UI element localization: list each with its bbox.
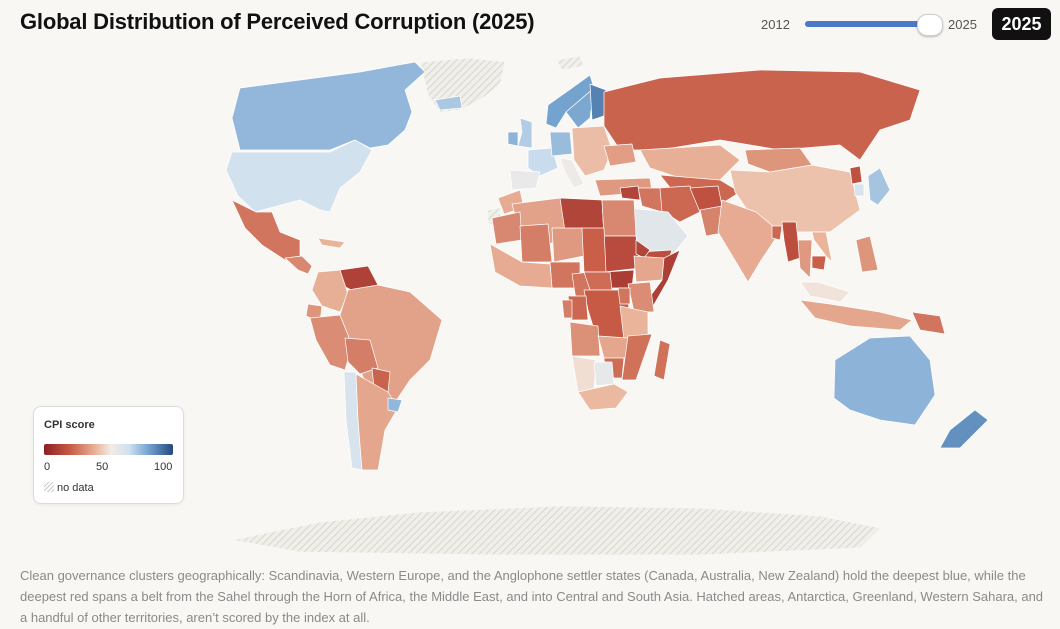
region-botswana[interactable]: [593, 361, 615, 387]
hatch-icon: [44, 482, 54, 492]
region-indonesia[interactable]: [799, 299, 913, 331]
region-india[interactable]: [717, 199, 781, 283]
region-bangladesh[interactable]: [771, 225, 783, 241]
legend-no-data: no data: [44, 482, 94, 494]
region-new-zealand[interactable]: [939, 409, 989, 449]
page-title: Global Distribution of Perceived Corrupt…: [20, 9, 535, 34]
region-russia[interactable]: [603, 69, 921, 161]
region-mali[interactable]: [519, 223, 553, 263]
region-iraq[interactable]: [637, 187, 663, 213]
slider-fill: [805, 21, 929, 27]
region-philippines[interactable]: [855, 235, 879, 273]
region-finland[interactable]: [589, 83, 607, 121]
region-cambodia[interactable]: [811, 255, 827, 271]
legend-tick-0: 0: [44, 461, 51, 473]
year-slider[interactable]: [805, 14, 943, 36]
region-italy[interactable]: [559, 157, 585, 189]
region-thailand[interactable]: [797, 239, 813, 279]
region-sweden[interactable]: [565, 87, 595, 129]
region-chad[interactable]: [581, 227, 607, 273]
region-south-korea[interactable]: [853, 183, 865, 197]
region-kazakhstan[interactable]: [639, 144, 741, 181]
region-ethiopia[interactable]: [633, 255, 665, 283]
region-greenland: [419, 57, 506, 113]
region-malaysia[interactable]: [799, 281, 851, 303]
legend-color-scale: [44, 444, 173, 455]
region-china[interactable]: [729, 164, 861, 233]
selected-year-badge: 2025: [992, 8, 1051, 40]
legend-no-data-label: no data: [57, 482, 94, 494]
region-united-kingdom[interactable]: [517, 117, 533, 149]
region-colombia[interactable]: [311, 269, 349, 313]
region-ukraine[interactable]: [603, 143, 637, 167]
legend-title: CPI score: [44, 419, 95, 431]
region-mexico[interactable]: [231, 199, 301, 261]
legend-tick-100: 100: [154, 461, 173, 473]
region-japan[interactable]: [867, 167, 891, 206]
region-cuba[interactable]: [317, 237, 346, 249]
region-germany[interactable]: [549, 131, 573, 157]
legend: CPI score 0 50 100 no data: [33, 406, 184, 504]
region-zambia[interactable]: [597, 335, 629, 359]
region-north-korea[interactable]: [849, 165, 863, 185]
region-gabon[interactable]: [561, 299, 573, 319]
region-svalbard: [555, 55, 585, 71]
region-syria[interactable]: [619, 185, 641, 201]
slider-max-label: 2025: [948, 17, 977, 32]
region-madagascar[interactable]: [653, 339, 671, 381]
region-egypt[interactable]: [601, 199, 637, 237]
slider-min-label: 2012: [761, 17, 790, 32]
map-caption: Clean governance clusters geographically…: [20, 568, 1044, 625]
region-vietnam[interactable]: [811, 231, 833, 263]
region-argentina[interactable]: [355, 373, 399, 471]
region-canada[interactable]: [231, 61, 426, 151]
region-mauritania[interactable]: [491, 211, 523, 245]
region-central-america[interactable]: [284, 255, 313, 275]
region-myanmar[interactable]: [781, 221, 801, 263]
region-south-africa[interactable]: [577, 383, 629, 411]
region-antarctica: [231, 505, 881, 556]
region-mozambique[interactable]: [621, 333, 653, 381]
region-france[interactable]: [527, 147, 559, 177]
region-angola[interactable]: [569, 321, 601, 357]
region-bolivia[interactable]: [344, 337, 379, 375]
region-uruguay[interactable]: [387, 397, 403, 413]
region-spain[interactable]: [509, 169, 541, 191]
region-west-africa[interactable]: [489, 243, 553, 289]
region-kenya[interactable]: [627, 281, 655, 313]
region-namibia[interactable]: [571, 355, 597, 393]
region-australia[interactable]: [833, 335, 936, 426]
region-papua-new-guinea[interactable]: [911, 311, 946, 335]
region-ireland[interactable]: [507, 131, 519, 147]
region-iceland[interactable]: [434, 95, 463, 111]
legend-tick-50: 50: [96, 461, 109, 473]
region-uganda[interactable]: [617, 287, 631, 305]
region-united-states[interactable]: [225, 139, 373, 213]
slider-thumb[interactable]: [917, 14, 943, 36]
region-niger[interactable]: [551, 227, 585, 263]
